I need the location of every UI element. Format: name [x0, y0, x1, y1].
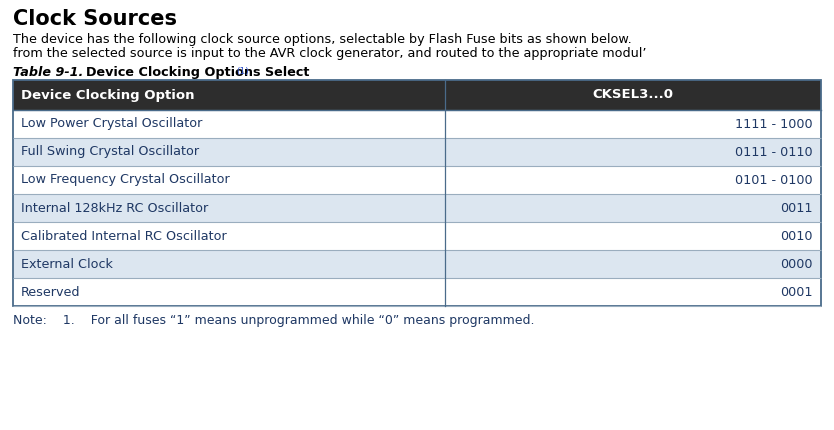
- Bar: [13, 110, 821, 138]
- Text: CKSEL3...0: CKSEL3...0: [593, 89, 674, 101]
- Text: Internal 128kHz RC Oscillator: Internal 128kHz RC Oscillator: [21, 202, 208, 215]
- Text: External Clock: External Clock: [21, 258, 113, 270]
- Text: Table 9-1.: Table 9-1.: [13, 66, 83, 79]
- Text: 0101 - 0100: 0101 - 0100: [736, 173, 813, 187]
- Text: 0111 - 0110: 0111 - 0110: [736, 145, 813, 159]
- Bar: [13, 80, 821, 110]
- Bar: [13, 222, 821, 250]
- Bar: [13, 166, 821, 194]
- Text: (1): (1): [236, 67, 249, 76]
- Text: 0000: 0000: [781, 258, 813, 270]
- Text: 0010: 0010: [781, 230, 813, 243]
- Text: 0001: 0001: [781, 286, 813, 298]
- Bar: [13, 250, 821, 278]
- Text: Full Swing Crystal Oscillator: Full Swing Crystal Oscillator: [21, 145, 199, 159]
- Text: 1111 - 1000: 1111 - 1000: [736, 117, 813, 130]
- Text: Reserved: Reserved: [21, 286, 81, 298]
- Text: Clock Sources: Clock Sources: [13, 9, 177, 29]
- Text: Calibrated Internal RC Oscillator: Calibrated Internal RC Oscillator: [21, 230, 227, 243]
- Bar: [13, 194, 821, 222]
- Text: Device Clocking Option: Device Clocking Option: [21, 89, 194, 101]
- Text: Low Power Crystal Oscillator: Low Power Crystal Oscillator: [21, 117, 203, 130]
- Text: from the selected source is input to the AVR clock generator, and routed to the : from the selected source is input to the…: [13, 47, 646, 60]
- Text: Note:    1.    For all fuses “1” means unprogrammed while “0” means programmed.: Note: 1. For all fuses “1” means unprogr…: [13, 314, 535, 327]
- Bar: [13, 80, 821, 306]
- Bar: [13, 138, 821, 166]
- Text: The device has the following clock source options, selectable by Flash Fuse bits: The device has the following clock sourc…: [13, 33, 631, 46]
- Text: Low Frequency Crystal Oscillator: Low Frequency Crystal Oscillator: [21, 173, 229, 187]
- Bar: [13, 278, 821, 306]
- Text: 0011: 0011: [781, 202, 813, 215]
- Text: Device Clocking Options Select: Device Clocking Options Select: [68, 66, 309, 79]
